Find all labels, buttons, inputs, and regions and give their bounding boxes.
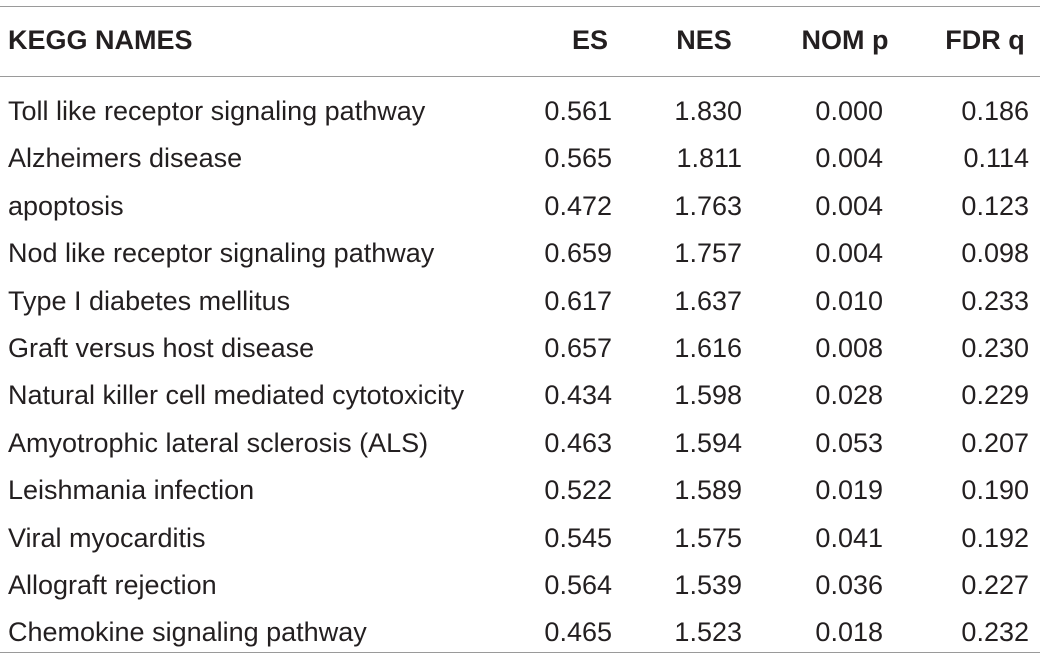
nom-p-cell: 0.019 bbox=[815, 475, 883, 506]
nom-p-cell: 0.018 bbox=[815, 617, 883, 648]
nes-cell: 1.589 bbox=[674, 475, 742, 506]
es-cell: 0.617 bbox=[544, 285, 612, 316]
es-cell: 0.657 bbox=[544, 333, 612, 363]
fdr-q-cell: 0.190 bbox=[961, 475, 1029, 506]
nom-p-cell: 0.053 bbox=[815, 427, 883, 458]
es-cell: 0.659 bbox=[544, 238, 612, 269]
table-row: Viral myocarditis 0.545 1.575 0.041 0.19… bbox=[0, 515, 1040, 562]
es-cell: 0.434 bbox=[544, 380, 612, 411]
table-header-rule bbox=[0, 76, 1040, 77]
fdr-q-cell: 0.098 bbox=[961, 238, 1029, 269]
nes-cell: 1.811 bbox=[676, 143, 742, 174]
pathway-name-cell: Toll like receptor signaling pathway bbox=[8, 96, 426, 126]
es-cell: 0.522 bbox=[544, 475, 612, 506]
fdr-q-cell: 0.186 bbox=[961, 96, 1029, 126]
nom-p-cell: 0.004 bbox=[815, 190, 883, 221]
nom-p-cell: 0.008 bbox=[815, 333, 883, 363]
es-cell: 0.565 bbox=[544, 143, 612, 174]
nes-cell: 1.539 bbox=[674, 570, 742, 600]
fdr-q-cell: 0.233 bbox=[961, 285, 1029, 316]
nes-cell: 1.598 bbox=[674, 380, 742, 411]
fdr-q-cell: 0.207 bbox=[961, 427, 1029, 458]
table-top-rule bbox=[0, 6, 1040, 7]
nom-p-cell: 0.036 bbox=[815, 570, 883, 600]
nes-cell: 1.763 bbox=[674, 190, 742, 221]
fdr-q-cell: 0.227 bbox=[961, 570, 1029, 600]
header-fdr-q: FDR q bbox=[945, 25, 1025, 55]
pathway-name-cell: Chemokine signaling pathway bbox=[8, 617, 367, 648]
fdr-q-cell: 0.230 bbox=[961, 333, 1029, 363]
nom-p-cell: 0.041 bbox=[815, 522, 883, 553]
table-row: Type I diabetes mellitus 0.617 1.637 0.0… bbox=[0, 278, 1040, 325]
nes-cell: 1.637 bbox=[674, 285, 742, 316]
table-row: Graft versus host disease 0.657 1.616 0.… bbox=[0, 325, 1040, 372]
table-row: Natural killer cell mediated cytotoxicit… bbox=[0, 372, 1040, 419]
pathway-name-cell: Natural killer cell mediated cytotoxicit… bbox=[8, 380, 465, 411]
header-es: ES bbox=[571, 25, 609, 55]
pathway-name-cell: Graft versus host disease bbox=[8, 333, 315, 363]
nom-p-cell: 0.004 bbox=[815, 143, 883, 174]
pathway-name-cell: Type I diabetes mellitus bbox=[8, 285, 291, 316]
es-cell: 0.545 bbox=[544, 522, 612, 553]
pathway-name-cell: Amyotrophic lateral sclerosis (ALS) bbox=[8, 427, 429, 458]
nes-cell: 1.757 bbox=[674, 238, 742, 269]
nes-cell: 1.523 bbox=[674, 617, 742, 648]
header-nom-p: NOM p bbox=[801, 25, 889, 55]
nes-cell: 1.830 bbox=[674, 96, 742, 126]
table-row: Leishmania infection 0.522 1.589 0.019 0… bbox=[0, 467, 1040, 514]
nom-p-cell: 0.000 bbox=[815, 96, 883, 126]
es-cell: 0.472 bbox=[544, 190, 612, 221]
fdr-q-cell: 0.123 bbox=[961, 190, 1029, 221]
pathway-name-cell: apoptosis bbox=[8, 190, 124, 221]
table-header-row: KEGG NAMES ES NES NOM p FDR q bbox=[0, 17, 1040, 64]
nes-cell: 1.616 bbox=[674, 333, 742, 363]
table-row: Allograft rejection 0.564 1.539 0.036 0.… bbox=[0, 562, 1040, 609]
pathway-name-cell: Allograft rejection bbox=[8, 570, 217, 600]
header-kegg-names: KEGG NAMES bbox=[8, 25, 193, 55]
table-row: Amyotrophic lateral sclerosis (ALS) 0.46… bbox=[0, 420, 1040, 467]
table-row: Toll like receptor signaling pathway 0.5… bbox=[0, 88, 1040, 135]
table-row: Chemokine signaling pathway 0.465 1.523 … bbox=[0, 609, 1040, 656]
es-cell: 0.561 bbox=[544, 96, 612, 126]
es-cell: 0.463 bbox=[544, 427, 612, 458]
fdr-q-cell: 0.229 bbox=[961, 380, 1029, 411]
nes-cell: 1.575 bbox=[674, 522, 742, 553]
nom-p-cell: 0.010 bbox=[815, 285, 883, 316]
pathway-name-cell: Viral myocarditis bbox=[8, 522, 206, 553]
fdr-q-cell: 0.192 bbox=[961, 522, 1029, 553]
nom-p-cell: 0.004 bbox=[815, 238, 883, 269]
header-nes: NES bbox=[676, 25, 732, 55]
nes-cell: 1.594 bbox=[674, 427, 742, 458]
es-cell: 0.564 bbox=[544, 570, 612, 600]
pathway-name-cell: Nod like receptor signaling pathway bbox=[8, 238, 435, 269]
pathway-name-cell: Alzheimers disease bbox=[8, 143, 243, 174]
pathway-name-cell: Leishmania infection bbox=[8, 475, 255, 506]
fdr-q-cell: 0.114 bbox=[963, 143, 1029, 174]
table-row: apoptosis 0.472 1.763 0.004 0.123 bbox=[0, 183, 1040, 230]
nom-p-cell: 0.028 bbox=[815, 380, 883, 411]
es-cell: 0.465 bbox=[544, 617, 612, 648]
table-row: Nod like receptor signaling pathway 0.65… bbox=[0, 230, 1040, 277]
table-bottom-rule bbox=[0, 652, 1040, 653]
fdr-q-cell: 0.232 bbox=[961, 617, 1029, 648]
table-row: Alzheimers disease 0.565 1.811 0.004 0.1… bbox=[0, 135, 1040, 182]
